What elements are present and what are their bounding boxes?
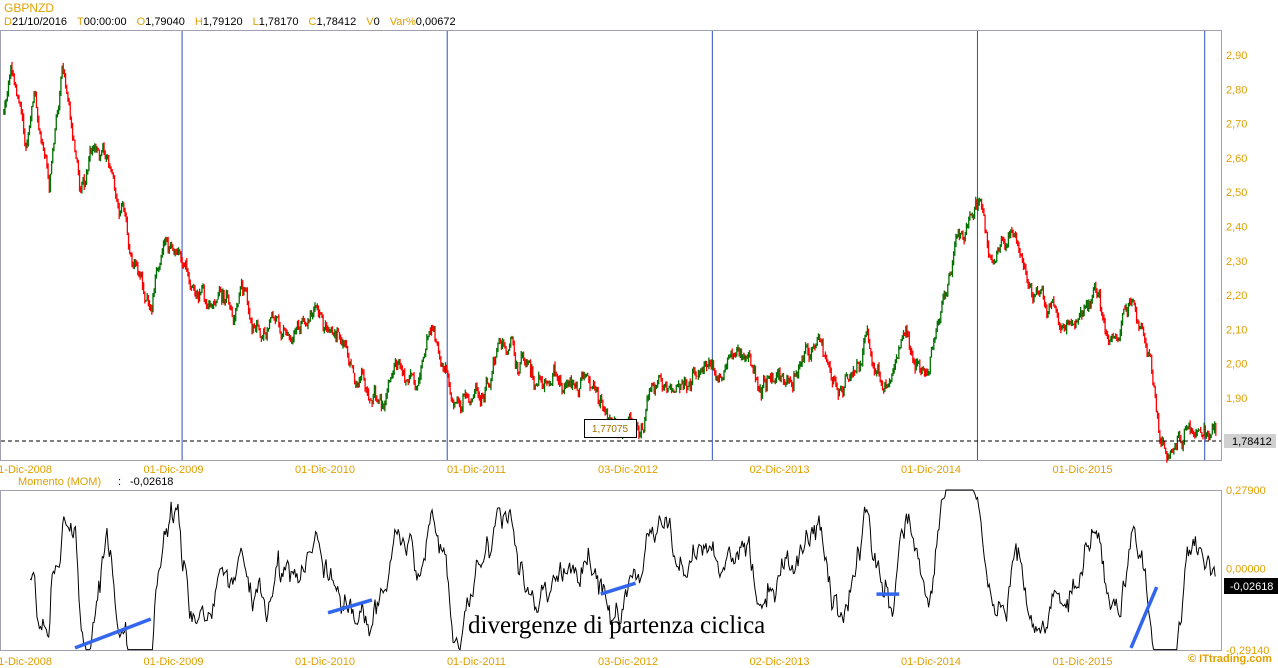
momentum-x-tick: 02-Dic-2013 [750,656,810,668]
momentum-panel-frame [0,490,1222,651]
divergence-annotation: divergenze di partenza ciclica [468,612,766,639]
divergence-line [74,617,152,650]
momentum-line [29,489,1216,651]
field-value: 0 [373,16,380,28]
price-x-tick: 02-Dic-2013 [750,464,810,476]
momentum-value: -0,02618 [130,476,174,488]
field-key: D [4,16,12,28]
momentum-x-tick: 01-Dic-2009 [144,656,204,668]
field-key: O [136,16,146,28]
price-y-tick: 2,80 [1226,84,1247,96]
momentum-y-tick: -0,29140 [1226,645,1269,657]
momentum-y-tick: 0,27900 [1226,485,1266,497]
momentum-x-tick: 01-Dic-2008 [0,656,52,668]
price-y-tick: 2,00 [1226,359,1247,371]
min-price-label: 1,77075 [592,424,629,435]
price-x-tick: 01-Dic-2011 [447,464,506,476]
field-key: L [252,16,259,28]
price-x-tick: 01-Dic-2009 [144,464,204,476]
momentum-x-tick: 01-Dic-2014 [901,656,961,668]
field-key: V [366,16,374,28]
symbol-title: GBPNZD [4,1,55,15]
divergence-line [327,598,373,615]
momentum-x-tick: 03-Dic-2012 [598,656,658,668]
field-value: 1,78412 [316,16,357,28]
momentum-x-tick: 01-Dic-2011 [447,656,506,668]
price-x-tick: 01-Dic-2010 [295,464,355,476]
field-value: 1,79040 [145,16,185,28]
field-key: H [194,16,203,28]
momentum-colon: : [118,476,122,488]
last-price-box [1224,434,1276,448]
price-y-tick: 2,70 [1226,119,1247,131]
field-key: T [77,16,84,28]
price-panel-frame [0,30,1222,461]
field-value: 21/10/2016 [11,16,68,28]
ohlc-readout: D21/10/2016 T00:00:00 O1,79040 H1,79120 L1,7… [4,16,466,28]
price-y-tick: 2,90 [1226,50,1247,62]
last-price-label: 1,78412 [1232,436,1272,448]
momentum-value-label: -0,02618 [1230,581,1273,593]
field-value: 1,78170 [258,16,299,28]
price-x-tick: 01-Dic-2015 [1053,464,1113,476]
field-key: C [308,16,317,28]
divergence-line [1129,586,1159,649]
field-key: Var% [389,16,416,28]
momentum-title: Momento (MOM) [18,476,102,488]
price-x-tick: 01-Dic-2014 [901,464,961,476]
price-y-tick: 2,40 [1226,222,1247,234]
momentum-y-tick: 0,00000 [1226,563,1266,575]
divergence-line [600,581,637,596]
momentum-x-tick: 01-Dic-2010 [295,656,355,668]
price-x-tick: 03-Dic-2012 [598,464,658,476]
price-y-tick: 2,10 [1226,324,1247,336]
field-value: 0,00672 [415,16,456,28]
price-y-tick: 2,50 [1226,187,1247,199]
brand-watermark: © ITtrading.com [1188,653,1272,665]
price-y-tick: 1,90 [1226,393,1247,405]
price-x-tick: 01-Dic-2008 [0,464,52,476]
field-value: 00:00:00 [83,16,127,28]
field-value: 1,79120 [202,16,243,28]
momentum-x-tick: 01-Dic-2015 [1053,656,1113,668]
min-price-box [584,419,637,438]
price-y-tick: 2,60 [1226,153,1247,165]
price-y-tick: 2,30 [1226,256,1247,268]
price-y-tick: 2,20 [1226,290,1247,302]
momentum-value-box [1224,578,1278,594]
